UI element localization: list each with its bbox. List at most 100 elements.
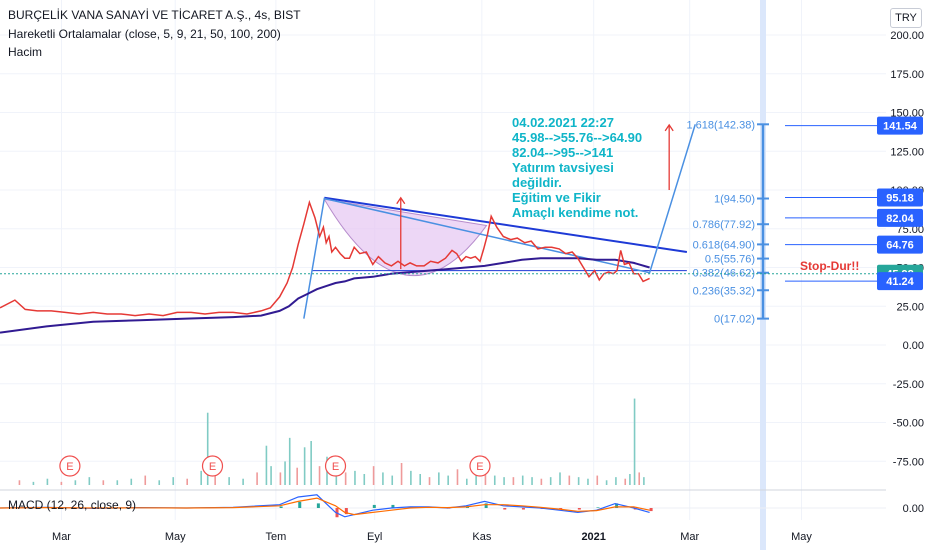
price-badge[interactable] [877,116,923,135]
volume-bar [186,478,188,485]
price-badge[interactable] [877,188,923,207]
symbol-title[interactable]: BURÇELİK VANA SANAYİ VE TİCARET A.Ş., 4s… [8,8,301,22]
volume-bar [587,478,589,485]
volume-bar [310,441,312,485]
volume-bar [447,475,449,485]
volume-bar [503,477,505,485]
note-line: Amaçlı kendime not. [512,205,639,220]
note-line: 04.02.2021 22:27 [512,115,614,130]
earnings-marker[interactable] [201,455,224,477]
macd-histogram-bar [372,504,376,508]
x-tick-label: 2021 [581,531,605,543]
target-arrows [396,123,674,270]
volume-bar [279,472,282,485]
volume-bar [400,463,403,485]
fib-level-label: 0.786(77.92) [693,219,755,231]
y-tick-label: -25.00 [893,379,924,391]
volume-bar [344,472,347,485]
volume-bar [419,474,421,485]
macd-histogram-bar [298,501,302,508]
volume-bar [214,475,216,485]
y-tick-label: 200.00 [890,30,924,42]
volume-bar [200,470,202,485]
price-badge-label: 95.18 [886,192,914,204]
volume-bar [60,481,63,485]
volume-bar [296,467,298,485]
x-tick-label: Mar [52,531,71,543]
volume-bar [428,477,431,485]
volume-bar [242,478,244,485]
volume-bars [18,398,645,485]
volume-bar [206,412,209,485]
macd-histogram-bar [503,508,507,510]
macd-histogram-bar [615,503,619,508]
price-badge[interactable] [877,235,923,254]
price-badge-label: 82.04 [886,213,914,225]
earnings-marker[interactable] [59,455,81,477]
trend-line [324,196,688,253]
fib-level-label: 0.236(35.32) [693,285,755,297]
indicator-legend-volume[interactable]: Hacim [8,45,43,59]
y-tick-label: 175.00 [890,69,924,81]
y-tick-label: 150.00 [890,108,924,120]
earnings-marker-label: E [476,461,483,473]
volume-bar [466,478,468,485]
earnings-marker-label: E [209,461,216,473]
volume-bar [475,474,477,485]
volume-bar [512,477,515,485]
fib-level-label: 0.618(64.90) [693,239,755,251]
volume-bar [568,475,571,485]
x-tick-label: Tem [265,531,286,543]
arrow-head [664,123,674,132]
indicator-legend-macd[interactable]: MACD (12, 26, close, 9) [8,498,137,512]
volume-bar [288,437,291,485]
volume-bar [391,475,394,485]
volume-bar [410,470,412,485]
volume-bar [559,472,561,485]
macd-histogram-bar [596,507,600,508]
y-tick-label: 125.00 [890,146,924,158]
stop-label: Stop-Dur!! [800,259,860,273]
earnings-marker[interactable] [324,455,347,477]
volume-bar [363,474,366,485]
volume-bar [633,398,636,485]
fibonacci-extension: 1.618(142.38) 1(94.50) 0.786(77.92) 0.618(6… [687,0,769,550]
volume-bar [493,475,496,485]
currency-button[interactable]: TRY [890,8,922,28]
x-tick-label: May [165,531,186,543]
volume-bar [46,478,49,485]
price-badge[interactable] [877,208,923,227]
fib-level-label: 0.382(46.62) [693,268,755,280]
price-badge[interactable] [877,272,923,291]
volume-bar [624,478,627,485]
y-tick-label: -50.00 [893,418,924,430]
volume-bar [643,477,645,485]
volume-bar [438,472,440,485]
y-tick-label: 0.00 [903,340,924,352]
volume-bar [335,469,338,485]
volume-bar [88,477,91,485]
volume-bar [228,477,230,485]
x-tick-label: Kas [472,531,491,543]
volume-bar [172,477,175,485]
macd-histogram-bar [484,503,488,508]
fib-level-label: 1(94.50) [714,194,755,206]
volume-bar [521,475,524,485]
indicator-legend-ma[interactable]: Hareketli Ortalamalar (close, 5, 9, 21, … [8,27,281,41]
volume-bar [303,447,306,485]
volume-bar [102,480,105,485]
volume-bar [382,472,384,485]
y-tick-label: 25.00 [896,301,924,313]
x-tick-label: Eyl [367,531,382,543]
analysis-note: 04.02.2021 22:27 45.98-->55.76-->64.90 8… [512,115,642,220]
volume-bar [596,475,599,485]
earnings-marker[interactable] [469,455,491,477]
macd-tick-label: 0.00 [903,503,924,515]
volume-bar [284,461,286,485]
volume-bar [456,469,459,485]
macd-histogram-bar [391,504,395,508]
volume-bar [615,477,617,485]
